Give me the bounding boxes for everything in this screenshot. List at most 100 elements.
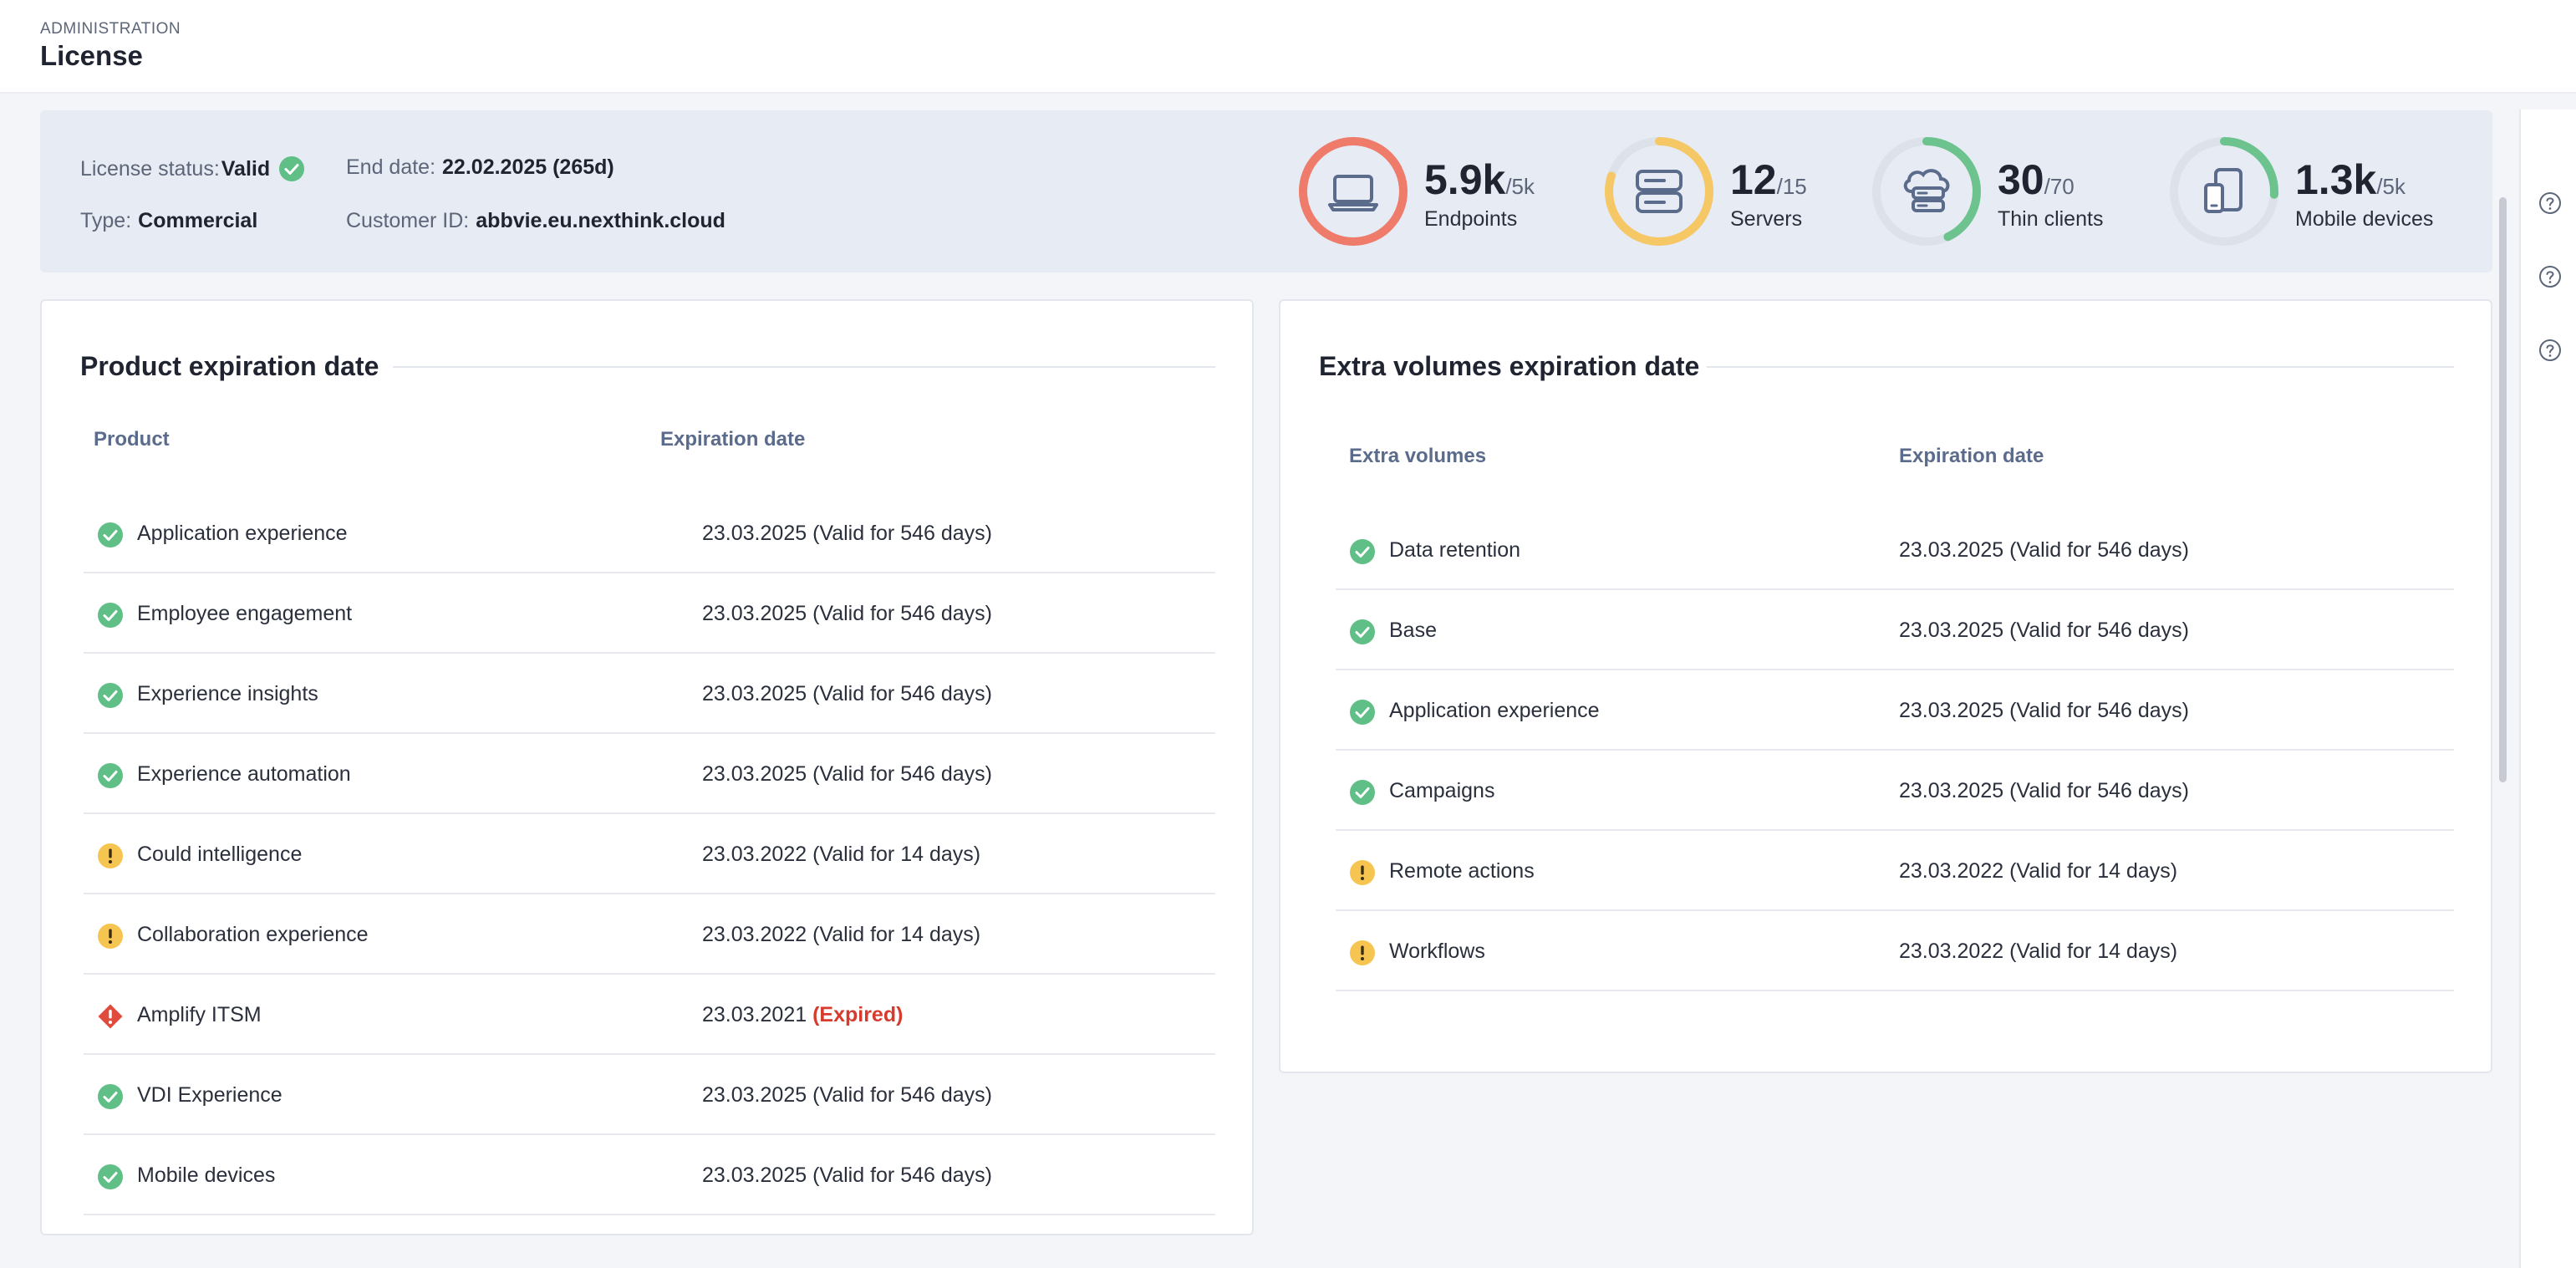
help-icon[interactable]: [2538, 338, 2563, 363]
gauge-ring: [1605, 137, 1713, 246]
valid-check-icon: [1350, 539, 1375, 564]
table-row[interactable]: Amplify ITSM 23.03.2021 (Expired): [84, 975, 1215, 1055]
row-name: Data retention: [1389, 538, 1521, 562]
warning-icon: [98, 924, 123, 949]
row-name: Campaigns: [1389, 779, 1495, 802]
column-header-product[interactable]: Product: [94, 428, 170, 451]
end-date-value: 22.02.2025 (265d): [442, 155, 614, 179]
row-name: Collaboration experience: [137, 923, 369, 946]
row-date: 23.03.2025 (Valid for 546 days): [702, 1164, 992, 1188]
expired-badge: (Expired): [812, 1003, 904, 1026]
breadcrumb[interactable]: ADMINISTRATION: [40, 20, 181, 38]
table-row[interactable]: Base 23.03.2025 (Valid for 546 days): [1336, 590, 2454, 670]
help-icon[interactable]: [2538, 264, 2563, 289]
laptop-icon: [1328, 175, 1378, 211]
row-name: Amplify ITSM: [137, 1003, 262, 1026]
table-row[interactable]: Experience insights 23.03.2025 (Valid for…: [84, 654, 1215, 734]
valid-check-icon: [98, 522, 123, 547]
row-date-value: 23.03.2022 (Valid for 14 days): [702, 923, 981, 946]
gauge-value: 5.9k: [1424, 156, 1506, 203]
table-row[interactable]: Experience automation 23.03.2025 (Valid f…: [84, 734, 1215, 814]
gauge-ring: [2170, 137, 2278, 246]
error-diamond-icon: [98, 1004, 123, 1029]
customer-id-value: abbvie.eu.nexthink.cloud: [476, 209, 725, 232]
row-date-value: 23.03.2025 (Valid for 546 days): [702, 682, 992, 705]
row-name: Base: [1389, 619, 1437, 642]
gauge-label: Thin clients: [1998, 207, 2104, 231]
row-name: Mobile devices: [137, 1164, 276, 1187]
row-date-value: 23.03.2022 (Valid for 14 days): [1899, 940, 2178, 963]
table-row[interactable]: Application experience 23.03.2025 (Valid …: [84, 493, 1215, 573]
table-row[interactable]: Remote actions 23.03.2022 (Valid for 14 d…: [1336, 831, 2454, 911]
table-row[interactable]: Campaigns 23.03.2025 (Valid for 546 days): [1336, 751, 2454, 831]
row-date-value: 23.03.2025 (Valid for 546 days): [1899, 699, 2189, 722]
end-date-label: End date:: [346, 155, 436, 179]
valid-check-icon: [1350, 700, 1375, 725]
row-date: 23.03.2025 (Valid for 546 days): [1899, 619, 2189, 643]
scrollbar-thumb[interactable]: [2499, 197, 2507, 782]
row-date: 23.03.2025 (Valid for 546 days): [702, 522, 992, 546]
row-date-value: 23.03.2025 (Valid for 546 days): [702, 522, 992, 545]
row-date: 23.03.2022 (Valid for 14 days): [702, 843, 980, 867]
page-header: ADMINISTRATION License: [0, 0, 2576, 94]
row-date: 23.03.2025 (Valid for 546 days): [702, 1083, 992, 1108]
row-date-value: 23.03.2025 (Valid for 546 days): [702, 602, 992, 625]
gauge-max: /5k: [1505, 174, 1535, 199]
row-date: 23.03.2025 (Valid for 546 days): [1899, 779, 2189, 803]
license-summary: License status: Valid Type: Commercial E…: [40, 110, 2492, 272]
gauge-label: Mobile devices: [2295, 207, 2434, 231]
row-date: 23.03.2025 (Valid for 546 days): [702, 602, 992, 626]
gauge-value: 1.3k: [2295, 156, 2377, 203]
card-title: Extra volumes expiration date: [1319, 351, 1700, 381]
gauge-label: Endpoints: [1424, 207, 1518, 231]
row-date: 23.03.2025 (Valid for 546 days): [702, 762, 992, 787]
row-date: 23.03.2022 (Valid for 14 days): [1899, 859, 2177, 884]
customer-id: Customer ID: abbvie.eu.nexthink.cloud: [346, 209, 725, 233]
column-header-extra-volumes[interactable]: Extra volumes: [1349, 445, 1487, 467]
gauge-ring: [1299, 137, 1408, 246]
gauge-max: /5k: [2376, 174, 2406, 199]
valid-check-icon: [1350, 780, 1375, 805]
row-name: Remote actions: [1389, 859, 1535, 883]
license-status-label: License status:: [80, 156, 220, 181]
table-row[interactable]: VDI Experience 23.03.2025 (Valid for 546 …: [84, 1055, 1215, 1135]
product-expiration-card: Product expiration date Product Expirati…: [40, 299, 1254, 1235]
row-name: Experience insights: [137, 682, 318, 705]
extra-volumes-card: Extra volumes expiration date Extra volu…: [1279, 299, 2492, 1073]
column-header-expiration[interactable]: Expiration date: [1899, 445, 2044, 467]
row-date-value: 23.03.2022 (Valid for 14 days): [1899, 859, 2178, 883]
gauge-value: 12: [1730, 156, 1777, 203]
table-row[interactable]: Collaboration experience 23.03.2022 (Vali…: [84, 894, 1215, 975]
row-date: 23.03.2025 (Valid for 546 days): [702, 682, 992, 706]
mobile-devices-icon: [2204, 168, 2243, 213]
table-row[interactable]: Workflows 23.03.2022 (Valid for 14 days): [1336, 911, 2454, 991]
cloud-server-icon: [1903, 169, 1950, 212]
valid-check-icon: [98, 1164, 123, 1189]
table-row[interactable]: Mobile devices 23.03.2025 (Valid for 546 …: [84, 1135, 1215, 1215]
row-date-value: 23.03.2025 (Valid for 546 days): [702, 1164, 992, 1187]
server-icon: [1636, 170, 1683, 213]
right-rail: [2519, 109, 2576, 1268]
gauge-max: /70: [2044, 174, 2075, 199]
valid-check-icon: [1350, 619, 1375, 644]
row-name: Could intelligence: [137, 843, 303, 866]
column-header-expiration[interactable]: Expiration date: [660, 428, 806, 451]
row-date-value: 23.03.2021: [702, 1003, 807, 1026]
row-date-value: 23.03.2025 (Valid for 546 days): [1899, 538, 2189, 562]
table-row[interactable]: Application experience 23.03.2025 (Valid …: [1336, 670, 2454, 751]
help-icon[interactable]: [2538, 191, 2563, 216]
gauge-ring: [1872, 137, 1981, 246]
valid-check-icon: [98, 1084, 123, 1109]
row-date-value: 23.03.2025 (Valid for 546 days): [1899, 779, 2189, 802]
table-row[interactable]: Employee engagement 23.03.2025 (Valid for…: [84, 573, 1215, 654]
customer-id-label: Customer ID:: [346, 209, 470, 232]
table-row[interactable]: Could intelligence 23.03.2022 (Valid for …: [84, 814, 1215, 894]
gauge-value: 30: [1998, 156, 2044, 203]
warning-icon: [98, 843, 123, 868]
warning-icon: [1350, 940, 1375, 965]
valid-check-icon: [98, 763, 123, 788]
page-title: License: [40, 40, 143, 71]
license-type-label: Type:: [80, 209, 132, 232]
gauge-label: Servers: [1730, 207, 1803, 231]
table-row[interactable]: Data retention 23.03.2025 (Valid for 546 …: [1336, 510, 2454, 590]
